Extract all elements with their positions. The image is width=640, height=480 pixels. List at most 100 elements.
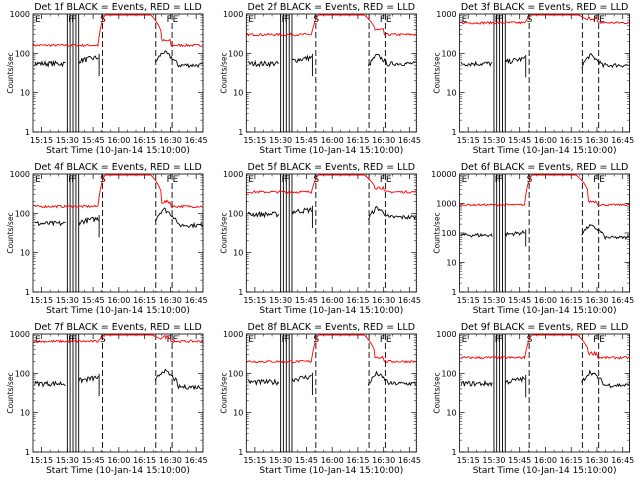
- marker-s-mid: S: [100, 335, 106, 345]
- x-tick-label: 15:45: [295, 296, 318, 305]
- series-lld-red: [246, 334, 417, 364]
- series-events-black: [460, 60, 493, 67]
- panel-title: Det 7f BLACK = Events, RED = LLD: [34, 322, 202, 333]
- x-tick-label: 16:30: [372, 296, 395, 305]
- series-lld-red: [246, 174, 417, 194]
- y-tick-label: 10: [446, 89, 456, 98]
- marker-f-left: F: [282, 335, 287, 345]
- x-tick-label: 16:15: [346, 456, 369, 465]
- y-tick-label: 10000: [431, 170, 456, 179]
- marker-e-left: E: [35, 15, 41, 25]
- panel-det-5: Det 5f BLACK = Events, RED = LLD 1 10 100 10…: [219, 162, 421, 316]
- x-tick-label: 16:30: [159, 136, 182, 145]
- series-events-black: [34, 59, 66, 68]
- panel-det-6: Det 6f BLACK = Events, RED = LLD 1 10 100 10…: [431, 162, 634, 316]
- x-tick-label: 16:15: [133, 456, 156, 465]
- x-tick-label: 15:30: [482, 296, 505, 305]
- x-tick-label: 16:30: [159, 456, 182, 465]
- y-tick-label: 1000: [436, 200, 456, 209]
- y-tick-label: 1000: [223, 170, 243, 179]
- series-events-black: [581, 52, 630, 69]
- x-tick-label: 15:30: [56, 296, 79, 305]
- x-axis-label: Start Time (10-Jan-14 15:10:00): [473, 306, 617, 316]
- y-tick-label: 10: [20, 89, 30, 98]
- y-tick-label: 10: [446, 259, 456, 268]
- x-tick-label: 16:45: [398, 136, 421, 145]
- y-tick-label: 1: [25, 288, 30, 297]
- marker-f-right: F: [167, 15, 172, 25]
- y-tick-label: 100: [441, 229, 456, 238]
- x-tick-label: 15:30: [56, 456, 79, 465]
- series-lld-red: [459, 174, 630, 207]
- y-tick-label: 10: [233, 409, 243, 418]
- marker-s-mid: S: [527, 335, 533, 345]
- plot-frame: [245, 13, 417, 133]
- y-tick-label: 1000: [436, 10, 456, 19]
- plot-frame: [459, 333, 631, 453]
- x-tick-label: 16:00: [321, 136, 344, 145]
- series-events-black: [78, 55, 99, 64]
- series-lld-red: [33, 14, 203, 48]
- y-tick-label: 1: [238, 288, 243, 297]
- series-events-black: [460, 379, 493, 387]
- panel-det-2: Det 2f BLACK = Events, RED = LLD 1 10 100 10…: [219, 2, 421, 156]
- series-events-black: [78, 375, 99, 384]
- y-axis-label: Counts/sec: [433, 52, 442, 93]
- series-events-black: [504, 56, 526, 65]
- marker-f-left: F: [68, 15, 73, 25]
- series-events-black: [581, 369, 630, 389]
- y-tick-label: 100: [228, 49, 243, 58]
- marker-f-left: F: [71, 15, 76, 25]
- x-tick-label: 16:30: [372, 136, 395, 145]
- x-tick-label: 15:30: [482, 456, 505, 465]
- y-axis-label: Counts/sec: [219, 212, 228, 253]
- marker-s-mid: S: [313, 175, 319, 185]
- series-lld-red: [33, 174, 203, 209]
- series-lld-red: [459, 14, 630, 25]
- marker-f-left: F: [71, 175, 76, 185]
- x-tick-label: 15:45: [508, 456, 531, 465]
- plot-frame: [459, 13, 631, 133]
- marker-f-left: F: [285, 15, 290, 25]
- y-tick-label: 1000: [10, 10, 30, 19]
- y-tick-label: 1: [238, 128, 243, 137]
- marker-e-right: E: [599, 15, 605, 25]
- plot-frame: [245, 333, 417, 453]
- marker-s-mid: S: [313, 15, 319, 25]
- marker-f-right: F: [380, 175, 385, 185]
- x-tick-label: 15:15: [457, 296, 480, 305]
- marker-e-right: E: [386, 15, 392, 25]
- marker-e-left: E: [35, 335, 41, 345]
- y-tick-label: 100: [228, 369, 243, 378]
- y-tick-label: 10: [20, 409, 30, 418]
- marker-f-left: F: [498, 175, 503, 185]
- panel-title: Det 5f BLACK = Events, RED = LLD: [248, 162, 416, 173]
- y-tick-label: 100: [15, 369, 30, 378]
- marker-e-right: E: [599, 175, 605, 185]
- x-tick-label: 15:45: [82, 296, 105, 305]
- x-tick-label: 16:00: [107, 136, 130, 145]
- series-events-black: [581, 223, 630, 241]
- marker-f-left: F: [498, 15, 503, 25]
- series-events-black: [154, 368, 203, 391]
- marker-e-right: E: [386, 175, 392, 185]
- marker-f-left: F: [495, 175, 500, 185]
- marker-f-left: F: [68, 175, 73, 185]
- series-lld-red: [33, 334, 203, 344]
- x-tick-label: 15:15: [243, 136, 266, 145]
- series-events-black: [247, 378, 280, 387]
- y-tick-label: 1: [452, 128, 457, 137]
- x-tick-label: 16:45: [611, 136, 634, 145]
- x-tick-label: 16:30: [585, 456, 608, 465]
- marker-e-right: E: [173, 335, 179, 345]
- x-tick-label: 16:45: [185, 296, 208, 305]
- x-tick-label: 15:45: [295, 456, 318, 465]
- x-tick-label: 15:30: [56, 136, 79, 145]
- x-tick-label: 15:15: [30, 456, 53, 465]
- x-axis-label: Start Time (10-Jan-14 15:10:00): [46, 466, 190, 476]
- x-axis-label: Start Time (10-Jan-14 15:10:00): [46, 146, 190, 156]
- series-events-black: [291, 374, 312, 383]
- marker-f-right: F: [593, 335, 598, 345]
- panel-det-8: Det 8f BLACK = Events, RED = LLD 1 10 100 10…: [219, 322, 421, 476]
- y-tick-label: 100: [15, 209, 30, 218]
